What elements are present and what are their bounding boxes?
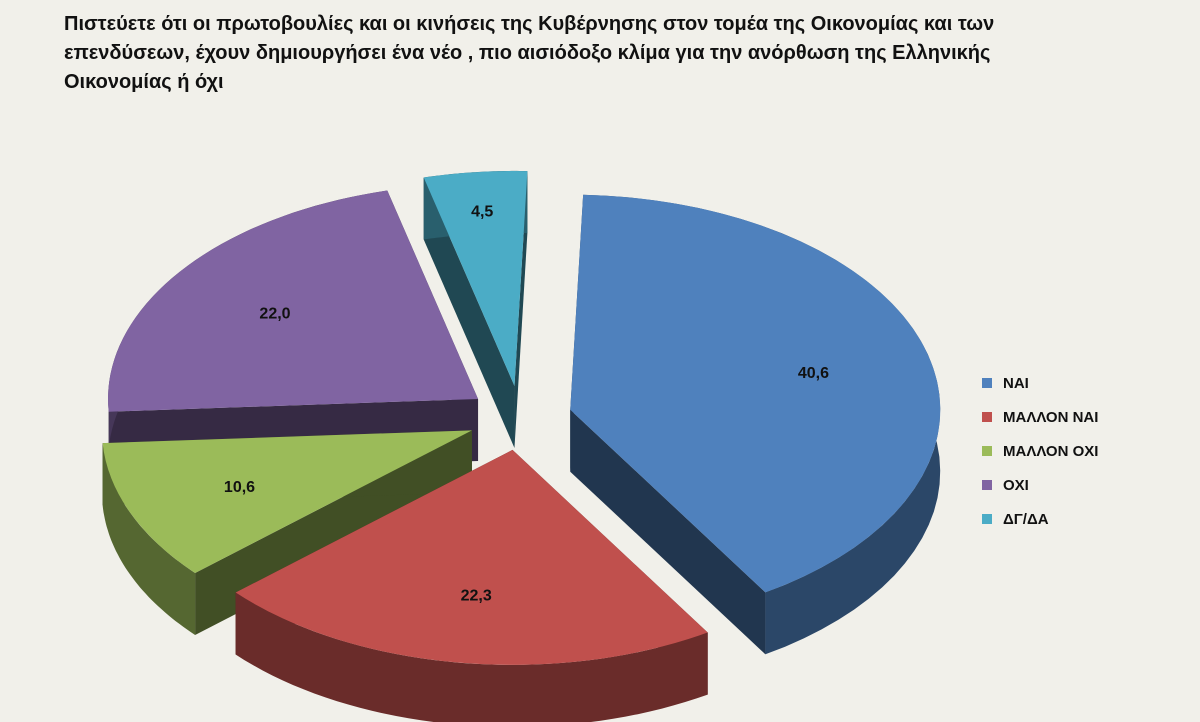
slice-rim-mallon-nai: [235, 592, 708, 722]
data-label-nai: 40,6: [798, 365, 829, 382]
legend-item-nai: ΝΑΙ: [982, 366, 1182, 400]
legend-swatch-mallon-nai: [982, 412, 992, 422]
slice-mallon-oxi: [102, 430, 472, 573]
slice-nai: [570, 194, 941, 593]
chart-legend: ΝΑΙ ΜΑΛΛΟΝ ΝΑΙ ΜΑΛΛΟΝ ΟΧΙ ΟΧΙ ΔΓ/ΔΑ: [982, 366, 1182, 536]
data-label-dg-da: 4,5: [471, 204, 493, 221]
legend-item-mallon-nai: ΜΑΛΛΟΝ ΝΑΙ: [982, 400, 1182, 434]
legend-label-nai: ΝΑΙ: [1003, 374, 1029, 392]
legend-label-mallon-nai: ΜΑΛΛΟΝ ΝΑΙ: [1003, 408, 1099, 426]
slice-rim-mallon-oxi: [102, 443, 196, 635]
legend-item-mallon-oxi: ΜΑΛΛΟΝ ΟΧΙ: [982, 434, 1182, 468]
pie-data-labels: 40,6 22,3 10,6 22,0 4,5: [224, 204, 829, 605]
chart-title: Πιστεύετε ότι οι πρωτοβουλίες και οι κιν…: [64, 13, 995, 93]
legend-swatch-dg-da: [982, 514, 992, 524]
data-label-oxi: 22,0: [259, 306, 290, 323]
legend-item-oxi: ΟΧΙ: [982, 468, 1182, 502]
legend-swatch-nai: [982, 378, 992, 388]
slice-cut-wall-dg-da-1: [514, 171, 528, 448]
slice-oxi: [108, 190, 479, 412]
legend-swatch-oxi: [982, 480, 992, 490]
pie-top-faces: [102, 170, 941, 665]
legend-label-mallon-oxi: ΜΑΛΛΟΝ ΟΧΙ: [1003, 442, 1099, 460]
legend-label-oxi: ΟΧΙ: [1003, 476, 1029, 494]
data-label-mallon-oxi: 10,6: [224, 479, 255, 496]
slice-dg-da: [423, 170, 528, 386]
legend-swatch-mallon-oxi: [982, 446, 992, 456]
data-label-mallon-nai: 22,3: [461, 588, 492, 605]
slice-cut-wall-nai-1: [570, 409, 766, 655]
legend-label-dg-da: ΔΓ/ΔΑ: [1003, 510, 1049, 528]
slice-mallon-nai: [235, 449, 708, 665]
legend-item-dg-da: ΔΓ/ΔΑ: [982, 502, 1182, 536]
slice-cut-wall-dg-da-0: [423, 177, 515, 448]
